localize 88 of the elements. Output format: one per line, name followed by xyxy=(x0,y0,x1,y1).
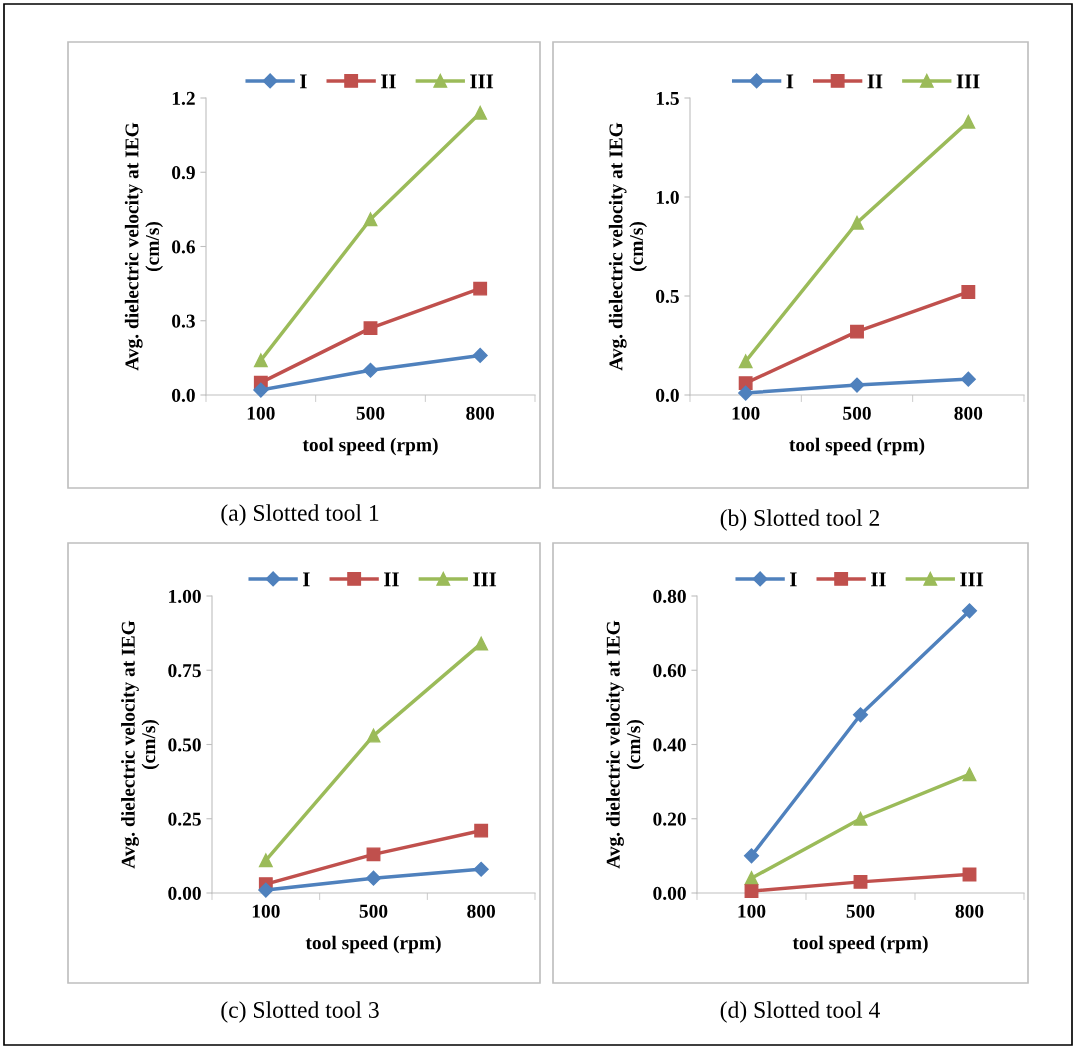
point xyxy=(363,212,378,227)
x-tick-label: 800 xyxy=(955,904,984,918)
legend-label: II xyxy=(867,74,883,89)
y-tick-label: 0.80 xyxy=(653,589,686,604)
y-tick-label: 0.25 xyxy=(168,812,201,826)
point xyxy=(253,382,269,398)
point xyxy=(366,847,381,862)
y-tick-label: 0.00 xyxy=(168,886,201,901)
point xyxy=(850,324,864,339)
x-tick-label: 800 xyxy=(954,406,983,420)
point xyxy=(961,114,976,129)
text: (a) Slotted tool 1 xyxy=(221,504,379,526)
point xyxy=(738,385,754,401)
x-tick-label: 500 xyxy=(356,406,385,420)
point xyxy=(850,215,864,230)
y-tick-label: 0.20 xyxy=(653,812,686,826)
x-tick-label: 800 xyxy=(467,904,496,918)
x-tick-label: 800 xyxy=(466,406,495,420)
x-tick-label: 100 xyxy=(247,406,275,420)
text: (c) Slotted tool 3 xyxy=(221,1001,379,1023)
y-tick-label: 1.5 xyxy=(656,91,679,106)
point xyxy=(258,853,273,868)
y-tick-label: 0.00 xyxy=(653,886,686,901)
point xyxy=(474,636,489,651)
legend-label: I xyxy=(786,74,794,89)
point xyxy=(366,728,381,743)
legend-label: III xyxy=(470,74,494,89)
point xyxy=(253,353,268,368)
point xyxy=(472,347,488,363)
x-tick-label: 500 xyxy=(846,904,875,918)
x-tick-label: 500 xyxy=(359,904,388,918)
x-axis-title: tool speed (rpm) xyxy=(302,437,438,456)
y-tick-label: 0.6 xyxy=(172,240,196,254)
text: (d) Slotted tool 4 xyxy=(720,1001,880,1023)
point xyxy=(473,105,488,120)
y-tick-label: 0.5 xyxy=(656,289,679,304)
point xyxy=(744,884,759,899)
y-tick-label: 0.40 xyxy=(653,738,686,752)
y-tick-label: 0.50 xyxy=(168,738,201,752)
legend-label: I xyxy=(790,572,797,587)
point xyxy=(743,848,760,864)
point xyxy=(962,767,977,782)
point xyxy=(962,867,977,882)
x-axis-title: tool speed (rpm) xyxy=(305,935,441,954)
point xyxy=(744,871,759,886)
text: (b) Slotted tool 2 xyxy=(720,509,880,531)
point xyxy=(849,377,865,393)
point xyxy=(961,285,976,299)
y-tick-label: 0.3 xyxy=(172,314,195,328)
y-tick-label: 1.0 xyxy=(656,190,679,205)
legend-label: I xyxy=(303,572,310,587)
point xyxy=(961,603,978,619)
point xyxy=(362,362,379,378)
point xyxy=(473,861,489,877)
y-tick-label: 0.75 xyxy=(168,664,201,678)
legend-label: III xyxy=(473,572,497,587)
point xyxy=(960,371,976,387)
x-tick-label: 100 xyxy=(738,904,766,918)
x-axis-title: tool speed (rpm) xyxy=(789,437,925,456)
point xyxy=(473,281,488,296)
x-tick-label: 500 xyxy=(843,406,871,420)
legend-label: II xyxy=(384,572,399,587)
y-tick-label: 0.60 xyxy=(653,664,686,678)
y-axis-title: Avg. dielectric velocity at IEG (cm/s) xyxy=(124,122,163,371)
y-tick-label: 1.00 xyxy=(169,589,201,604)
point xyxy=(363,321,378,336)
point xyxy=(853,811,868,826)
legend-label: II xyxy=(381,74,396,89)
point xyxy=(853,874,868,889)
point xyxy=(365,870,382,886)
legend-label: III xyxy=(956,74,980,89)
point xyxy=(474,823,489,838)
point xyxy=(258,882,274,898)
y-tick-label: 0.0 xyxy=(656,388,679,403)
y-tick-label: 0.9 xyxy=(172,166,195,180)
point xyxy=(852,707,869,723)
legend-label: III xyxy=(960,572,984,587)
y-axis-title: Avg. dielectric velocity at IEG (cm/s) xyxy=(606,620,645,869)
legend-label: II xyxy=(871,572,886,587)
y-axis-title: Avg. dielectric velocity at IEG (cm/s) xyxy=(608,122,647,371)
y-axis-title: Avg. dielectric velocity at IEG (cm/s) xyxy=(121,620,160,869)
y-tick-label: 0.0 xyxy=(172,388,195,403)
x-tick-label: 100 xyxy=(732,406,760,420)
x-tick-label: 100 xyxy=(252,904,280,918)
legend-label: I xyxy=(300,74,307,89)
y-tick-label: 1.2 xyxy=(172,91,195,106)
point xyxy=(738,354,753,369)
x-axis-title: tool speed (rpm) xyxy=(792,935,928,954)
